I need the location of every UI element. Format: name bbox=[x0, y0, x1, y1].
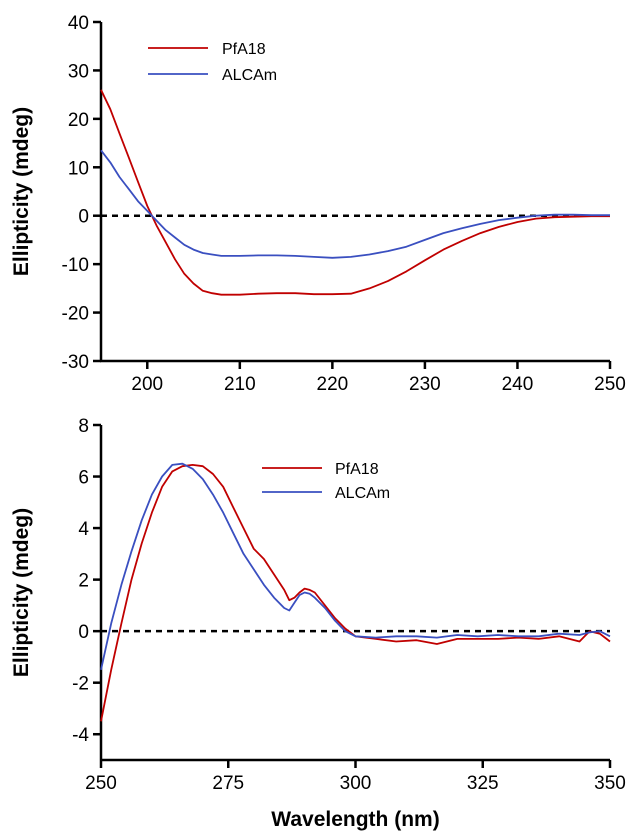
y-tick-label: 40 bbox=[68, 13, 89, 34]
legend-label-alcam: ALCAm bbox=[222, 67, 277, 84]
legend-label-pfa18: PfA18 bbox=[222, 41, 266, 58]
x-tick-label: 240 bbox=[502, 374, 534, 395]
series-line-alcam bbox=[100, 462, 611, 670]
x-tick-label: 325 bbox=[467, 773, 499, 794]
y-tick-label: 30 bbox=[68, 61, 89, 82]
y-tick-label: -20 bbox=[62, 304, 89, 325]
chart-1: -30 -20 -10 0 10 20 30 40 200 210 220 230 240 250 PfA1… bbox=[10, 13, 626, 395]
x-tick-label: 250 bbox=[594, 374, 626, 395]
y-tick-label: -2 bbox=[72, 674, 89, 695]
legend-label-pfa18: PfA18 bbox=[335, 461, 379, 478]
y-tick-label: -10 bbox=[62, 255, 89, 276]
x-tick-label: 210 bbox=[224, 374, 256, 395]
x-tick-label: 250 bbox=[85, 773, 117, 794]
y-tick-label: 8 bbox=[78, 416, 89, 437]
series-line-pfa18 bbox=[100, 464, 611, 722]
legend-label-alcam: ALCAm bbox=[335, 485, 390, 502]
x-tick-label: 230 bbox=[409, 374, 441, 395]
x-tick-label: 300 bbox=[340, 773, 372, 794]
x-tick-label: 350 bbox=[594, 773, 626, 794]
y-axis-title: Ellipticity (mdeg) bbox=[10, 107, 33, 276]
x-axis-title: Wavelength (nm) bbox=[271, 808, 439, 831]
y-tick-label: -4 bbox=[72, 725, 89, 746]
y-tick-label: 0 bbox=[78, 207, 89, 228]
x-tick-label: 275 bbox=[212, 773, 244, 794]
y-axis-title: Ellipticity (mdeg) bbox=[10, 508, 33, 677]
y-tick-label: 20 bbox=[68, 110, 89, 131]
x-tick-label: 220 bbox=[317, 374, 349, 395]
x-tick-label: 200 bbox=[131, 374, 163, 395]
y-tick-label: 10 bbox=[68, 158, 89, 179]
chart-2: -4 -2 0 2 4 6 8 250 275 300 325 350 PfA18 ALCAm Ellipt… bbox=[10, 416, 626, 831]
y-tick-label: 4 bbox=[78, 519, 89, 540]
y-tick-label: 6 bbox=[78, 468, 89, 489]
y-tick-label: 0 bbox=[78, 622, 89, 643]
series-line-alcam bbox=[100, 149, 610, 259]
y-tick-label: 2 bbox=[78, 571, 89, 592]
y-tick-label: -30 bbox=[62, 352, 89, 373]
series-line-pfa18 bbox=[100, 89, 610, 296]
